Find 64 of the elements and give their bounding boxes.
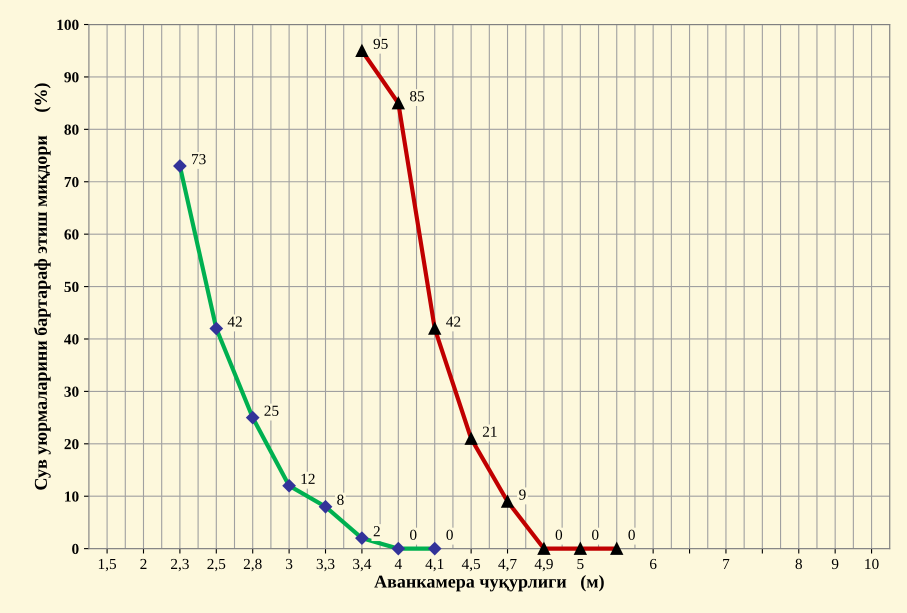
point: [173, 159, 186, 173]
x-tick-label: 4: [394, 558, 402, 569]
x-tick-label: 3,4: [353, 558, 372, 572]
x-tick-label: 2,3: [171, 558, 189, 572]
x-tick-label: 1,5: [98, 558, 116, 572]
x-axis-title: Аванкамера чуқурлиги (м): [374, 574, 604, 592]
y-tick-label: 100: [57, 20, 79, 30]
data-label: 0: [410, 530, 416, 540]
point: [428, 542, 442, 556]
y-tick-label: 60: [64, 229, 79, 240]
data-label: 25: [264, 406, 278, 416]
data-label: 0: [592, 530, 599, 540]
x-tick-label: 3: [286, 558, 292, 570]
x-tick-label: 10: [865, 558, 879, 570]
y-tick-label: 40: [64, 334, 79, 344]
point: [574, 542, 587, 555]
data-label: 0: [628, 530, 635, 540]
y-tick-label: 0: [72, 544, 79, 554]
x-tick-label: 9: [832, 558, 838, 570]
x-tick-label: 4,1: [425, 558, 444, 572]
y-tick-label: 80: [64, 124, 79, 135]
point: [318, 500, 332, 514]
x-tick-label: 2,8: [244, 558, 262, 572]
point: [464, 432, 478, 445]
point: [355, 532, 368, 545]
x-tick-label: 4,5: [462, 558, 480, 572]
x-tick-label: 5: [577, 558, 584, 570]
point: [538, 542, 550, 555]
point: [392, 542, 405, 556]
x-tick-label: 4,9: [534, 558, 553, 572]
point: [356, 44, 368, 57]
x-tick-label: 8: [796, 558, 802, 570]
data-label: 73: [192, 154, 206, 164]
y-tick-label: 90: [64, 72, 79, 82]
data-label: 2: [374, 526, 380, 536]
x-tick-label: 2: [140, 558, 146, 569]
data-label: 42: [228, 316, 242, 327]
data-label: 0: [556, 530, 562, 540]
data-label: 42: [446, 316, 460, 327]
data-label: 0: [446, 530, 453, 540]
x-tick-label: 6: [650, 558, 657, 570]
y-tick-label: 50: [64, 282, 79, 292]
data-label: 85: [410, 91, 424, 102]
x-tick-label: 7: [723, 558, 730, 569]
data-label: 95: [374, 38, 388, 49]
point: [501, 495, 514, 508]
x-tick-label: 4,7: [498, 558, 517, 572]
y-tick-label: 20: [64, 438, 79, 450]
data-label: 8: [337, 494, 344, 505]
x-tick-label: 2,5: [207, 558, 226, 572]
point: [246, 411, 260, 424]
point: [210, 322, 223, 336]
y-tick-label: 70: [64, 176, 79, 188]
point: [282, 479, 296, 492]
point: [610, 542, 623, 555]
y-axis-title: Сув уюрмаларини бартараф этиш миқдори (%): [34, 83, 51, 490]
data-label: 21: [482, 426, 497, 437]
x-tick-label: 3,3: [316, 558, 334, 572]
data-label: 9: [519, 489, 526, 500]
y-tick-label: 30: [64, 386, 79, 397]
point: [392, 96, 405, 110]
y-tick-label: 10: [65, 491, 79, 502]
data-label: 12: [302, 474, 315, 484]
point: [428, 322, 441, 335]
